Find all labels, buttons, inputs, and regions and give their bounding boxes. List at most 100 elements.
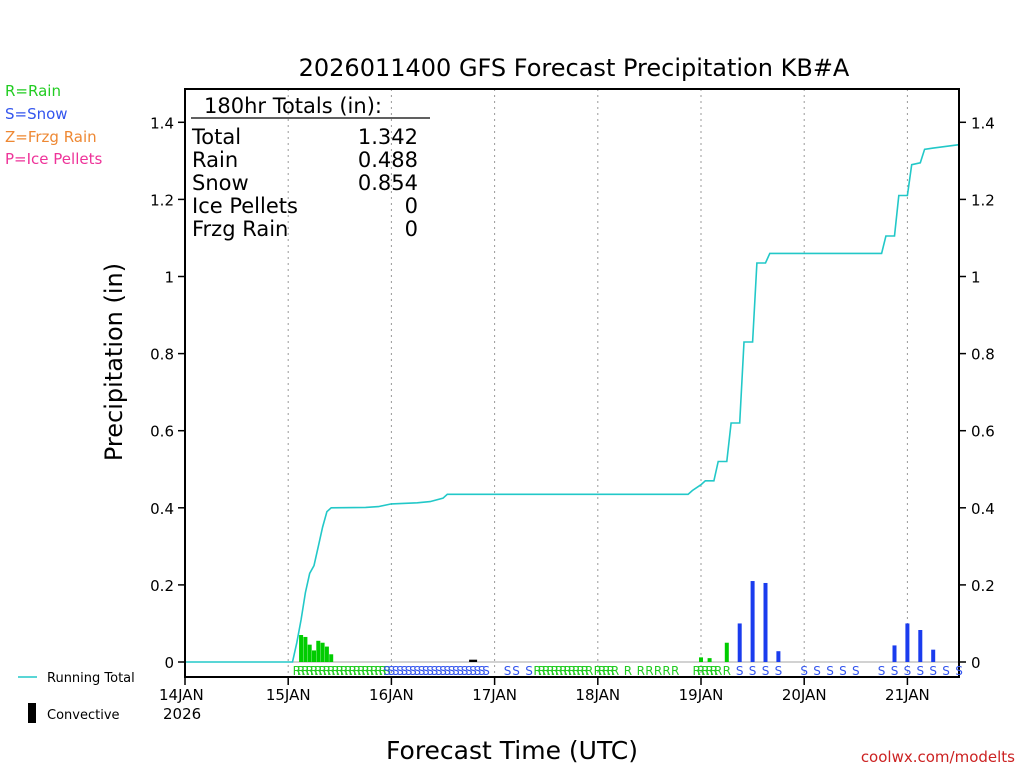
rain-marker: R [323,664,331,678]
rain-bar [329,654,334,662]
legend-convective: Convective [47,708,120,723]
rain-marker: R [310,664,318,678]
rain-marker: R [564,664,572,678]
rain-marker: R [662,664,670,678]
snow-marker: S [456,664,464,678]
snow-marker: S [413,664,421,678]
snow-marker: S [512,664,520,678]
snow-marker: S [482,664,490,678]
watermark-text: coolwx.com/modelts [861,748,1015,766]
totals-label-ice-pellets: Ice Pellets [192,194,298,218]
convective-bar [469,659,478,662]
legend-ice-pellets: P=Ice Pellets [5,150,102,168]
snow-marker: S [392,664,400,678]
snow-marker: S [525,664,533,678]
rain-marker: R [645,664,653,678]
rain-marker: R [611,664,619,678]
rain-marker: R [594,664,602,678]
y-tick-label-right: 0 [971,654,981,672]
snow-marker: S [465,664,473,678]
snow-marker: S [736,664,744,678]
snow-marker: S [878,664,886,678]
rain-marker: R [533,664,541,678]
x-tick-sublabel: 2026 [163,705,201,723]
y-tick-label-left: 0 [164,654,174,672]
x-tick-label: 17JAN [472,686,517,704]
totals-value-snow: 0.854 [358,171,418,195]
plot-frame [184,88,960,678]
running-total-layer [185,143,960,663]
rain-marker: R [546,664,554,678]
y-tick-label-right: 0.6 [971,423,995,441]
y-axis-label: Precipitation (in) [100,263,128,461]
rain-marker: R [370,664,378,678]
snow-marker: S [422,664,430,678]
snow-bar [918,630,923,662]
totals-value-total: 1.342 [358,125,418,149]
rain-marker: R [705,664,713,678]
snow-marker: S [388,664,396,678]
rain-marker: R [340,664,348,678]
chart-title: 2026011400 GFS Forecast Precipitation KB… [299,54,850,82]
y-tick-label-left: 1.4 [150,114,174,132]
snow-marker: S [504,664,512,678]
x-tick-label: 16JAN [369,686,414,704]
y-tick-label-left: 0.2 [150,577,174,595]
snow-marker: S [839,664,847,678]
rain-marker: R [671,664,679,678]
snow-marker: S [409,664,417,678]
snow-bar [750,581,755,662]
snow-bar [892,645,897,662]
totals-label-total: Total [191,125,241,149]
y-tick-label-right: 1.2 [971,191,995,209]
rain-marker: R [576,664,584,678]
rain-marker: R [297,664,305,678]
snow-marker: S [461,664,469,678]
rain-marker: R [306,664,314,678]
snow-marker: S [431,664,439,678]
y-tick-label-left: 0.8 [150,346,174,364]
snow-bar [763,582,768,662]
x-tick-label: 18JAN [575,686,620,704]
convective-swatch [28,703,36,723]
snow-marker: S [800,664,808,678]
snow-marker: S [749,664,757,678]
totals-value-rain: 0.488 [358,148,418,172]
snow-marker: S [426,664,434,678]
snow-marker: S [452,664,460,678]
rain-marker: R [637,664,645,678]
rain-marker: R [551,664,559,678]
legend-snow: S=Snow [5,105,68,123]
snow-marker: S [405,664,413,678]
snow-marker: S [478,664,486,678]
snow-marker: S [400,664,408,678]
rain-marker: R [366,664,374,678]
snow-marker: S [762,664,770,678]
rain-bar [312,650,316,662]
rain-marker: R [710,664,718,678]
legend-frzg-rain: Z=Frzg Rain [5,128,97,146]
y-tick-label-left: 0.6 [150,423,174,441]
snow-marker: S [448,664,456,678]
rain-marker: R [607,664,615,678]
rain-marker: R [568,664,576,678]
y-tick-label-right: 0.4 [971,500,995,518]
totals-label-frzg-rain: Frzg Rain [192,217,288,241]
rain-marker: R [538,664,546,678]
rain-marker: R [379,664,387,678]
snow-marker: S [775,664,783,678]
rain-marker: R [301,664,309,678]
rain-marker: R [697,664,705,678]
rain-marker: R [318,664,326,678]
rain-marker: R [353,664,361,678]
x-tick-label: 15JAN [266,686,311,704]
rain-marker: R [701,664,709,678]
snow-marker: S [439,664,447,678]
rain-bar [316,640,321,662]
x-axis-label: Forecast Time (UTC) [386,736,638,765]
rain-marker: R [693,664,701,678]
y-tick-label-right: 1.4 [971,114,995,132]
snow-bar [737,623,742,662]
totals-heading: 180hr Totals (in): [204,94,382,118]
